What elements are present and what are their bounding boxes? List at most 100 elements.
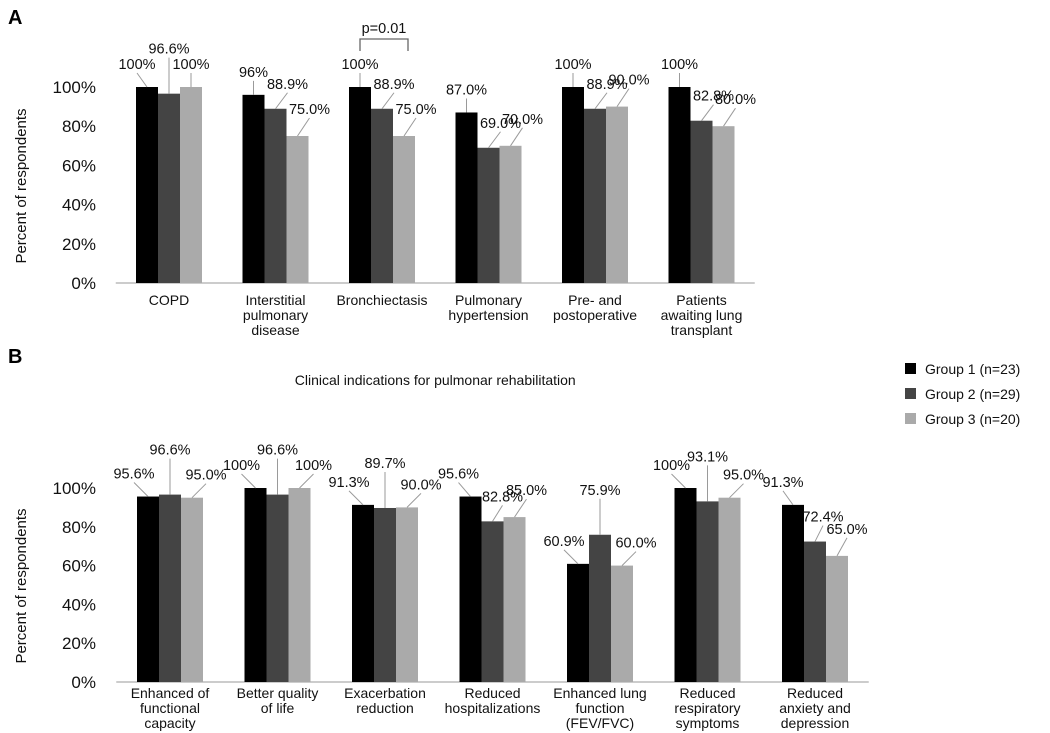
y-axis-label: Percent of respondents bbox=[13, 108, 30, 263]
category-label-line: awaiting lung bbox=[661, 307, 743, 323]
category-label-line: disease bbox=[251, 322, 299, 338]
category-label-line: (FEV/FVC) bbox=[566, 715, 634, 731]
category-label: Enhanced of functional capacity bbox=[131, 685, 210, 731]
data-label: 96.6% bbox=[148, 42, 189, 58]
y-tick-label: 60% bbox=[62, 156, 96, 175]
category-label-line: Pulmonary bbox=[455, 292, 522, 308]
data-label-leader bbox=[275, 92, 288, 110]
data-label: 75.9% bbox=[579, 483, 620, 499]
data-label-leader bbox=[492, 505, 503, 522]
y-tick-label: 80% bbox=[62, 117, 96, 136]
data-label: 91.3% bbox=[328, 475, 369, 491]
data-label: 96.6% bbox=[257, 443, 298, 459]
bar bbox=[696, 501, 719, 682]
data-label: 88.9% bbox=[586, 77, 627, 93]
bar bbox=[718, 497, 741, 682]
data-label: 60.0% bbox=[615, 536, 656, 552]
category-label-line: Enhanced lung bbox=[553, 685, 646, 701]
category-label-line: COPD bbox=[149, 292, 189, 308]
data-label-leader bbox=[488, 131, 501, 149]
data-label-leader bbox=[701, 104, 714, 122]
category-label-line: Bronchiectasis bbox=[336, 292, 427, 308]
category-label-line: pulmonary bbox=[243, 307, 308, 323]
bar bbox=[396, 507, 418, 682]
category-label: Reduced hospitalizations bbox=[445, 685, 541, 716]
legend-swatch bbox=[905, 363, 916, 374]
data-label: 88.9% bbox=[267, 77, 308, 93]
category-label-line: hospitalizations bbox=[445, 700, 541, 716]
category-label: Interstitial pulmonary disease bbox=[243, 292, 308, 338]
bar bbox=[674, 488, 697, 682]
data-label: 100% bbox=[554, 57, 591, 73]
data-label-leader bbox=[241, 473, 256, 489]
category-label: Bronchiectasis bbox=[336, 292, 427, 308]
category-label-line: Patients bbox=[676, 292, 727, 308]
data-label-leader bbox=[723, 107, 736, 127]
bar bbox=[244, 488, 267, 682]
bar bbox=[266, 494, 289, 682]
category-label-line: Reduced bbox=[464, 685, 520, 701]
y-tick-label: 40% bbox=[62, 595, 96, 614]
data-label: 93.1% bbox=[687, 449, 728, 465]
bar bbox=[455, 112, 478, 283]
data-label: 87.0% bbox=[446, 82, 487, 98]
bar bbox=[562, 87, 584, 283]
data-label: 100% bbox=[223, 458, 260, 474]
category-label-line: Better quality bbox=[237, 685, 319, 701]
legend-swatch bbox=[905, 388, 916, 399]
bar bbox=[606, 106, 628, 283]
data-label: 91.3% bbox=[762, 475, 803, 491]
legend-label: Group 2 (n=29) bbox=[925, 386, 1020, 402]
category-label: Reduced anxiety and depression bbox=[779, 685, 851, 731]
data-label-leader bbox=[348, 490, 364, 506]
legend-label: Group 1 (n=23) bbox=[925, 361, 1020, 377]
category-label-line: Exacerbation bbox=[344, 685, 426, 701]
data-label-leader bbox=[403, 117, 417, 137]
data-label-leader bbox=[814, 525, 824, 542]
data-label-leader bbox=[563, 549, 579, 565]
category-label-line: Enhanced of bbox=[131, 685, 210, 701]
bar bbox=[288, 488, 311, 682]
category-label-line: depression bbox=[781, 715, 850, 731]
bar bbox=[374, 507, 396, 682]
bar bbox=[181, 497, 203, 682]
bar bbox=[393, 136, 415, 283]
x-axis-label: Clinical indications for pulmonar rehabi… bbox=[295, 372, 576, 388]
panel-letter-a: A bbox=[8, 7, 22, 29]
data-label: 100% bbox=[661, 57, 698, 73]
y-tick-label: 0% bbox=[71, 274, 96, 293]
bar bbox=[352, 504, 374, 682]
category-label-line: symptoms bbox=[676, 715, 740, 731]
category-label-line: Interstitial bbox=[246, 292, 306, 308]
data-label: 90.0% bbox=[400, 477, 441, 493]
data-label-leader bbox=[133, 482, 149, 497]
y-tick-label: 100% bbox=[53, 479, 96, 498]
bar bbox=[499, 145, 522, 283]
data-label: 82.8% bbox=[482, 489, 523, 505]
bar bbox=[481, 521, 504, 682]
data-label: 60.9% bbox=[543, 534, 584, 550]
data-label-leader bbox=[406, 493, 422, 508]
data-label: 89.7% bbox=[364, 456, 405, 472]
bar bbox=[712, 126, 735, 283]
data-label: 88.9% bbox=[373, 77, 414, 93]
data-label-leader bbox=[299, 473, 314, 489]
category-label-line: respiratory bbox=[674, 700, 740, 716]
bar bbox=[567, 563, 589, 682]
data-label: 72.4% bbox=[802, 510, 843, 526]
data-label: 65.0% bbox=[826, 522, 867, 538]
bar bbox=[242, 94, 265, 283]
bar bbox=[477, 147, 500, 283]
legend-swatch bbox=[905, 413, 916, 424]
data-label-leader bbox=[136, 72, 148, 88]
data-label-leader bbox=[458, 482, 471, 497]
category-label: Better quality of life bbox=[237, 685, 319, 716]
data-label-leader bbox=[514, 498, 527, 518]
bar bbox=[804, 541, 826, 682]
category-label-line: reduction bbox=[356, 700, 414, 716]
data-label: 96.6% bbox=[149, 443, 190, 459]
data-label: 80.0% bbox=[715, 92, 756, 108]
y-tick-label: 100% bbox=[53, 78, 96, 97]
category-label-line: capacity bbox=[144, 715, 195, 731]
